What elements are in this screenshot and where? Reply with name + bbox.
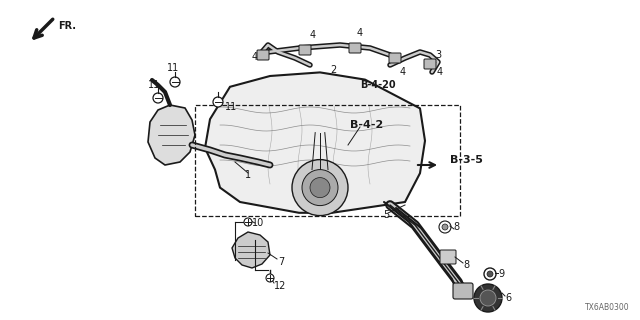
Text: 4: 4 xyxy=(252,52,258,62)
FancyBboxPatch shape xyxy=(257,50,269,60)
Text: 4: 4 xyxy=(437,67,443,77)
Text: B-3-5: B-3-5 xyxy=(450,155,483,165)
Text: B-4-2: B-4-2 xyxy=(350,120,383,130)
FancyBboxPatch shape xyxy=(349,43,361,53)
Circle shape xyxy=(487,271,493,277)
Text: 12: 12 xyxy=(274,281,286,291)
Circle shape xyxy=(292,160,348,216)
Text: 8: 8 xyxy=(453,222,459,232)
Text: 5: 5 xyxy=(383,210,389,220)
Text: 11: 11 xyxy=(167,63,179,73)
Circle shape xyxy=(170,77,180,87)
FancyBboxPatch shape xyxy=(389,53,401,63)
Polygon shape xyxy=(148,105,195,165)
Polygon shape xyxy=(232,232,270,268)
Circle shape xyxy=(244,218,252,226)
Text: 8: 8 xyxy=(463,260,469,270)
Text: 7: 7 xyxy=(278,257,284,267)
Text: B-4-20: B-4-20 xyxy=(360,80,396,90)
Text: 2: 2 xyxy=(330,65,336,75)
Circle shape xyxy=(266,274,274,282)
Text: 4: 4 xyxy=(400,67,406,77)
Circle shape xyxy=(474,284,502,312)
FancyBboxPatch shape xyxy=(424,59,436,69)
Text: 10: 10 xyxy=(252,218,264,228)
FancyBboxPatch shape xyxy=(440,250,456,264)
FancyBboxPatch shape xyxy=(453,283,473,299)
Circle shape xyxy=(439,221,451,233)
Circle shape xyxy=(480,290,496,306)
Text: 1: 1 xyxy=(245,170,251,180)
Circle shape xyxy=(213,97,223,107)
Text: 3: 3 xyxy=(435,50,441,60)
Text: FR.: FR. xyxy=(58,21,76,31)
Text: 6: 6 xyxy=(505,293,511,303)
Circle shape xyxy=(302,170,338,205)
Circle shape xyxy=(153,93,163,103)
Circle shape xyxy=(442,224,448,230)
Circle shape xyxy=(484,268,496,280)
Text: 4: 4 xyxy=(357,28,363,38)
Polygon shape xyxy=(205,72,425,213)
Text: 11: 11 xyxy=(225,102,237,112)
Circle shape xyxy=(310,178,330,197)
Text: 4: 4 xyxy=(310,30,316,40)
Text: 11: 11 xyxy=(148,80,160,90)
Text: 9: 9 xyxy=(498,269,504,279)
Text: TX6AB0300: TX6AB0300 xyxy=(586,303,630,312)
FancyBboxPatch shape xyxy=(299,45,311,55)
